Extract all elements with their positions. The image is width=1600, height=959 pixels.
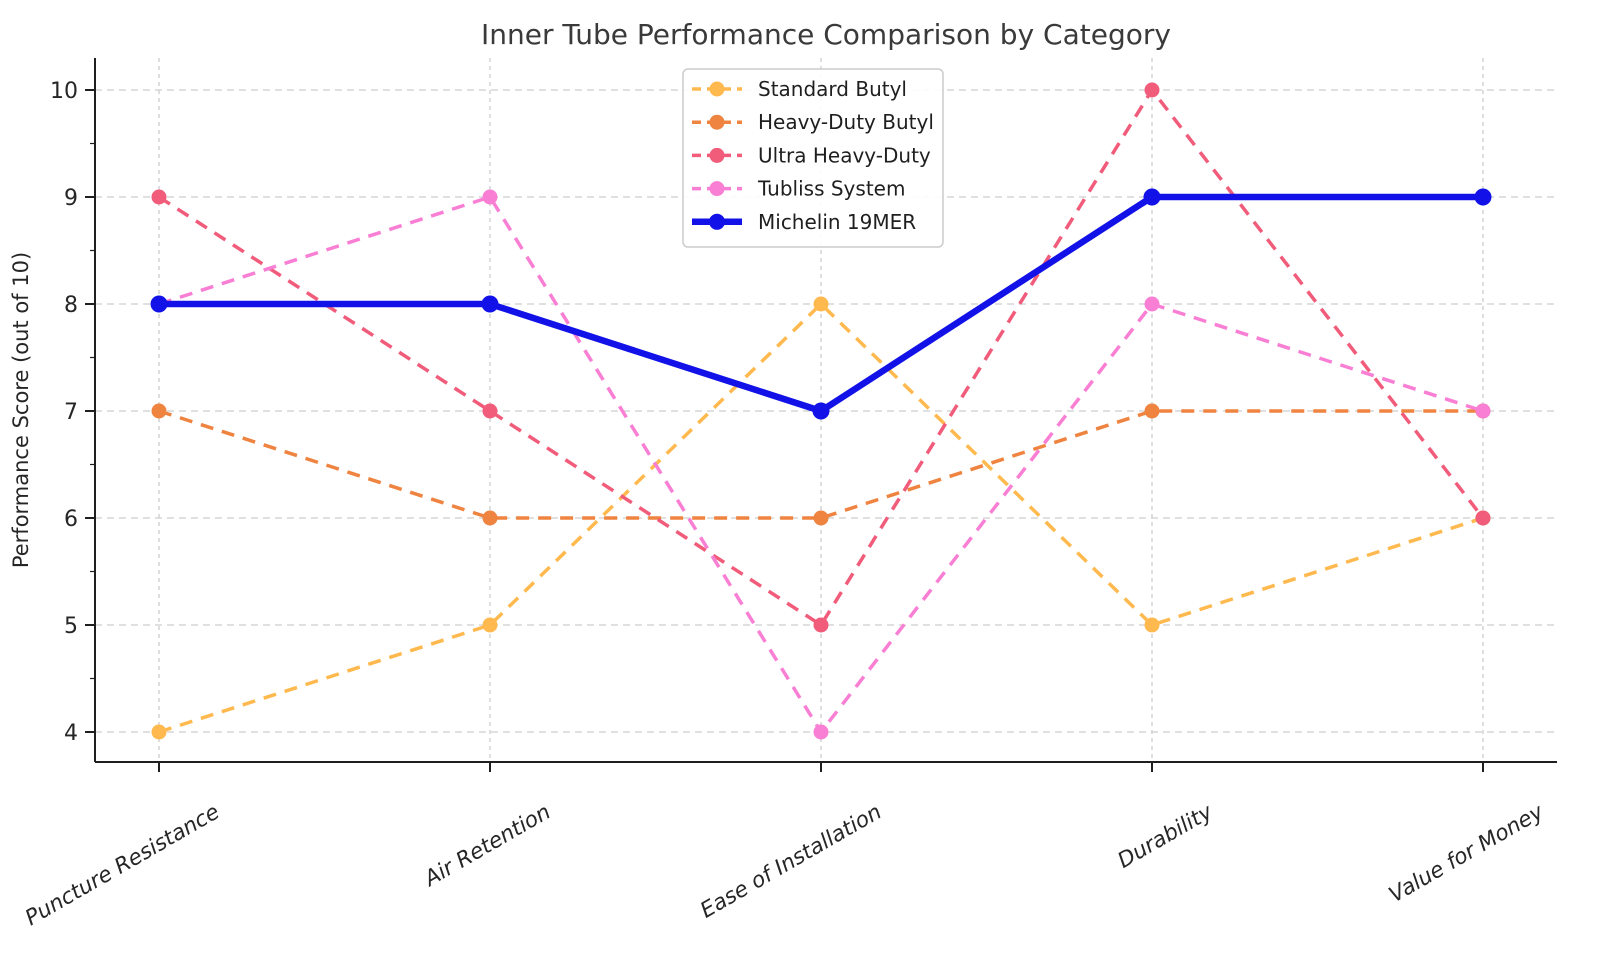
series-marker [151,189,167,205]
x-tick-label: Value for Money [1385,799,1548,908]
series-group [150,82,1492,740]
legend-sample-marker [709,81,725,97]
series-marker [482,510,498,526]
y-tick-label: 5 [64,614,78,639]
series-marker [150,295,168,313]
y-tick-label: 8 [64,293,78,318]
legend-sample-marker [709,213,725,230]
legend: Standard Butyl Heavy-Duty Butyl Ultra Heav… [682,68,944,248]
series-marker [812,402,830,420]
series-marker [1475,403,1491,419]
y-tick-label: 6 [64,507,78,532]
series-marker [151,403,167,419]
series-marker [1144,403,1160,419]
x-tick-label: Puncture Resistance [21,800,224,932]
series-marker [151,724,167,740]
series-line-0 [158,302,1484,734]
series-marker [813,510,829,526]
series-marker [1144,617,1160,633]
series-marker [482,403,498,419]
legend-item-label: Tubliss System [757,177,905,201]
series-line-1 [158,409,1483,520]
legend-sample-marker [709,114,725,130]
y-tick-label: 10 [50,79,78,104]
series-marker [1144,296,1160,312]
series-marker [1143,188,1161,206]
series-marker [482,189,498,205]
series-marker [1144,82,1160,98]
y-tick-label: 7 [64,400,78,425]
x-tick-label: Ease of Installation [696,800,886,924]
chart-title: Inner Tube Performance Comparison by Cat… [481,18,1171,51]
legend-item-label: Standard Butyl [758,77,907,101]
legend-item-label: Michelin 19MER [758,210,916,234]
y-tick-label: 4 [64,721,78,746]
series-marker [813,617,829,633]
series-marker [813,296,829,312]
series-marker [1475,510,1491,526]
y-axis-label: Performance Score (out of 10) [9,252,33,568]
x-tick-label: Air Retention [419,800,555,893]
legend-sample-marker [709,181,725,197]
y-tick-label: 9 [64,186,78,211]
series-marker [482,617,498,633]
x-tick-label: Durability [1114,799,1218,873]
legend-box [682,68,944,248]
legend-item-label: Ultra Heavy-Duty [758,143,931,167]
series-marker [813,724,829,740]
series-marker [1474,188,1492,206]
legend-sample-marker [709,147,725,163]
series-marker [481,295,499,313]
legend-item-label: Heavy-Duty Butyl [758,110,934,134]
